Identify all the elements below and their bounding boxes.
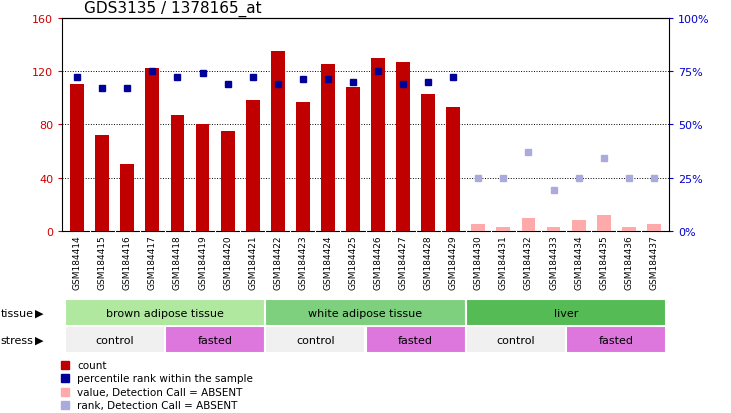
Bar <box>296 102 310 231</box>
Bar <box>447 108 460 231</box>
Bar <box>221 132 235 231</box>
Text: liver: liver <box>554 308 578 318</box>
Text: GSM184435: GSM184435 <box>599 235 608 289</box>
Bar <box>466 326 566 353</box>
Bar <box>95 135 109 231</box>
Text: GSM184419: GSM184419 <box>198 235 207 289</box>
Text: control: control <box>96 335 134 345</box>
Bar <box>265 299 466 326</box>
Text: GSM184421: GSM184421 <box>249 235 257 289</box>
Bar <box>522 218 535 231</box>
Text: white adipose tissue: white adipose tissue <box>308 308 423 318</box>
Text: stress: stress <box>1 335 34 345</box>
Text: GSM184428: GSM184428 <box>424 235 433 289</box>
Text: GSM184436: GSM184436 <box>624 235 633 289</box>
Text: control: control <box>496 335 535 345</box>
Text: GSM184425: GSM184425 <box>349 235 357 289</box>
Text: GSM184416: GSM184416 <box>123 235 132 289</box>
Text: brown adipose tissue: brown adipose tissue <box>106 308 224 318</box>
Bar <box>647 225 661 231</box>
Bar <box>622 227 636 231</box>
Bar <box>466 299 667 326</box>
Text: count: count <box>77 360 107 370</box>
Bar <box>145 69 159 231</box>
Text: GSM184420: GSM184420 <box>223 235 232 289</box>
Text: ▶: ▶ <box>35 335 44 345</box>
Text: fasted: fasted <box>398 335 433 345</box>
Bar <box>496 227 510 231</box>
Text: GSM184418: GSM184418 <box>173 235 182 289</box>
Text: GSM184430: GSM184430 <box>474 235 482 289</box>
Bar <box>265 326 366 353</box>
Text: GSM184433: GSM184433 <box>549 235 558 289</box>
Bar <box>196 125 209 231</box>
Text: control: control <box>296 335 335 345</box>
Text: ▶: ▶ <box>35 308 44 318</box>
Text: fasted: fasted <box>599 335 634 345</box>
Text: GSM184429: GSM184429 <box>449 235 458 289</box>
Text: GSM184423: GSM184423 <box>298 235 307 289</box>
Text: GSM184414: GSM184414 <box>72 235 82 289</box>
Bar <box>596 215 610 231</box>
Text: GSM184415: GSM184415 <box>98 235 107 289</box>
Text: GSM184432: GSM184432 <box>524 235 533 289</box>
Bar <box>572 221 586 231</box>
Bar <box>70 85 84 231</box>
Text: GSM184426: GSM184426 <box>374 235 382 289</box>
Bar <box>170 116 184 231</box>
Bar <box>366 326 466 353</box>
Text: fasted: fasted <box>197 335 232 345</box>
Bar <box>64 299 265 326</box>
Bar <box>421 94 435 231</box>
Text: GSM184431: GSM184431 <box>499 235 508 289</box>
Bar <box>321 65 335 231</box>
Text: GSM184417: GSM184417 <box>148 235 157 289</box>
Bar <box>396 62 410 231</box>
Text: GSM184422: GSM184422 <box>273 235 282 289</box>
Bar <box>346 88 360 231</box>
Bar <box>547 227 561 231</box>
Bar <box>64 326 165 353</box>
Text: rank, Detection Call = ABSENT: rank, Detection Call = ABSENT <box>77 400 238 410</box>
Bar <box>471 225 485 231</box>
Text: GSM184434: GSM184434 <box>574 235 583 289</box>
Bar <box>371 59 385 231</box>
Text: tissue: tissue <box>1 308 34 318</box>
Text: GDS3135 / 1378165_at: GDS3135 / 1378165_at <box>84 0 262 17</box>
Text: GSM184424: GSM184424 <box>323 235 333 289</box>
Bar <box>566 326 667 353</box>
Text: GSM184437: GSM184437 <box>649 235 659 289</box>
Bar <box>165 326 265 353</box>
Text: GSM184427: GSM184427 <box>398 235 408 289</box>
Bar <box>246 101 260 231</box>
Text: value, Detection Call = ABSENT: value, Detection Call = ABSENT <box>77 387 243 396</box>
Bar <box>121 165 135 231</box>
Text: percentile rank within the sample: percentile rank within the sample <box>77 373 253 383</box>
Bar <box>271 52 284 231</box>
